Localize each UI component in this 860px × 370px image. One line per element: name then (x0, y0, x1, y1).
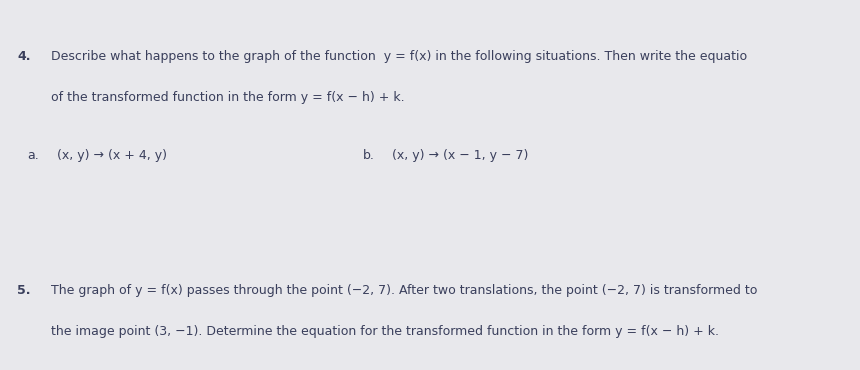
Text: The graph of y = f(x) passes through the point (−2, 7). After two translations, : The graph of y = f(x) passes through the… (51, 285, 757, 297)
Text: (x, y) → (x − 1, y − 7): (x, y) → (x − 1, y − 7) (392, 149, 528, 162)
Text: 4.: 4. (17, 50, 30, 63)
Text: b.: b. (363, 149, 374, 162)
Text: a.: a. (28, 149, 39, 162)
Text: of the transformed function in the form y = f(x − h) + k.: of the transformed function in the form … (51, 91, 404, 104)
Text: the image point (3, −1). Determine the equation for the transformed function in : the image point (3, −1). Determine the e… (51, 325, 719, 338)
Text: (x, y) → (x + 4, y): (x, y) → (x + 4, y) (58, 149, 168, 162)
Text: Describe what happens to the graph of the function  y = f(x) in the following si: Describe what happens to the graph of th… (51, 50, 746, 63)
Text: 5.: 5. (17, 285, 30, 297)
